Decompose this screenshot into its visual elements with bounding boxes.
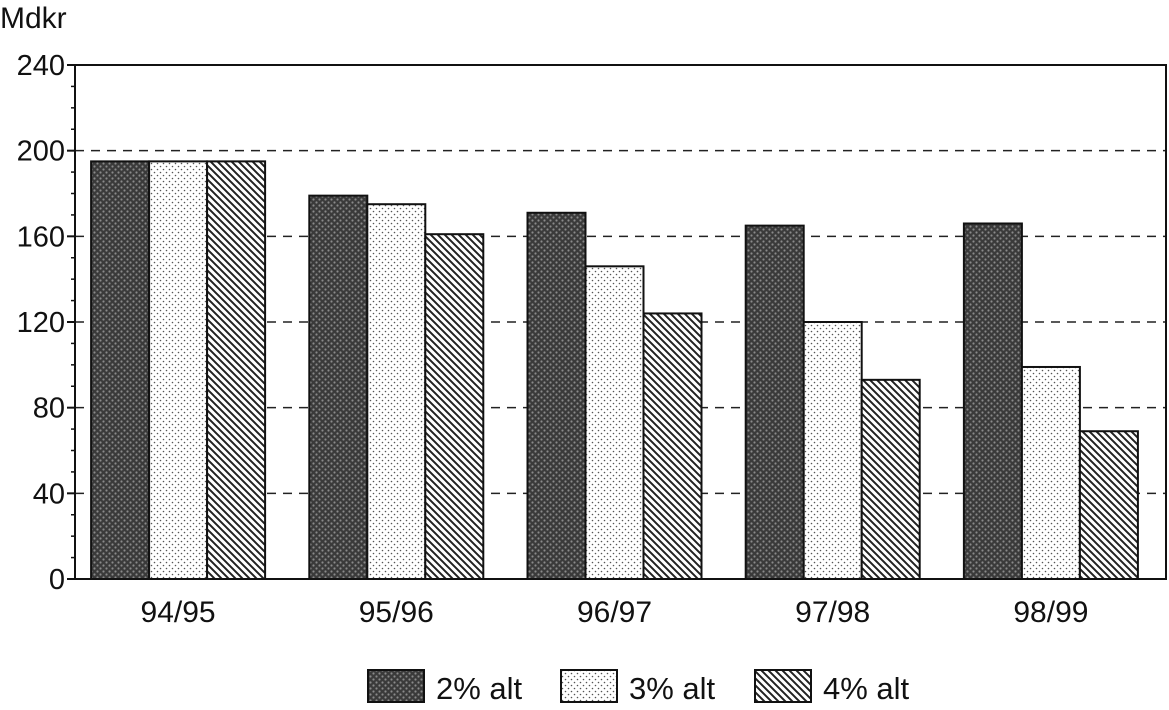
bar <box>90 160 151 580</box>
bar <box>1020 365 1081 580</box>
legend-swatch <box>754 669 812 703</box>
bar <box>366 203 427 580</box>
bar <box>424 233 485 580</box>
legend-swatch <box>367 669 425 703</box>
y-tick-label: 80 <box>33 393 65 425</box>
legend-label: 3% alt <box>629 671 716 705</box>
legend-item: 4% alt <box>754 669 910 706</box>
x-tick-label: 94/95 <box>141 596 216 629</box>
x-tick-label: 95/96 <box>359 596 434 629</box>
y-axis-label: Mdkr <box>0 2 67 35</box>
bar <box>962 222 1023 580</box>
legend-label: 4% alt <box>823 671 910 705</box>
y-tick-label: 240 <box>17 50 65 82</box>
bar <box>148 160 209 580</box>
legend-item: 2% alt <box>367 669 523 706</box>
legend-label: 2% alt <box>436 671 523 705</box>
legend-swatch <box>560 669 618 703</box>
bar <box>860 378 921 581</box>
x-tick-label: 98/99 <box>1013 596 1088 629</box>
bar <box>526 211 587 580</box>
bar <box>744 224 805 580</box>
legend: 2% alt 3% alt 4% alt <box>367 669 910 706</box>
bar <box>308 194 369 580</box>
y-tick-label: 200 <box>17 136 65 168</box>
y-tick-label: 160 <box>17 221 65 253</box>
legend-item: 3% alt <box>560 669 716 706</box>
bar <box>642 312 703 580</box>
y-tick-label: 40 <box>33 478 65 510</box>
x-tick-label: 96/97 <box>577 596 652 629</box>
y-tick-label: 0 <box>49 564 65 596</box>
y-tick-label: 120 <box>17 307 65 339</box>
bar <box>584 265 645 580</box>
bar <box>802 321 863 580</box>
bar <box>206 160 267 580</box>
x-tick-label: 97/98 <box>795 596 870 629</box>
bar <box>1078 430 1139 580</box>
